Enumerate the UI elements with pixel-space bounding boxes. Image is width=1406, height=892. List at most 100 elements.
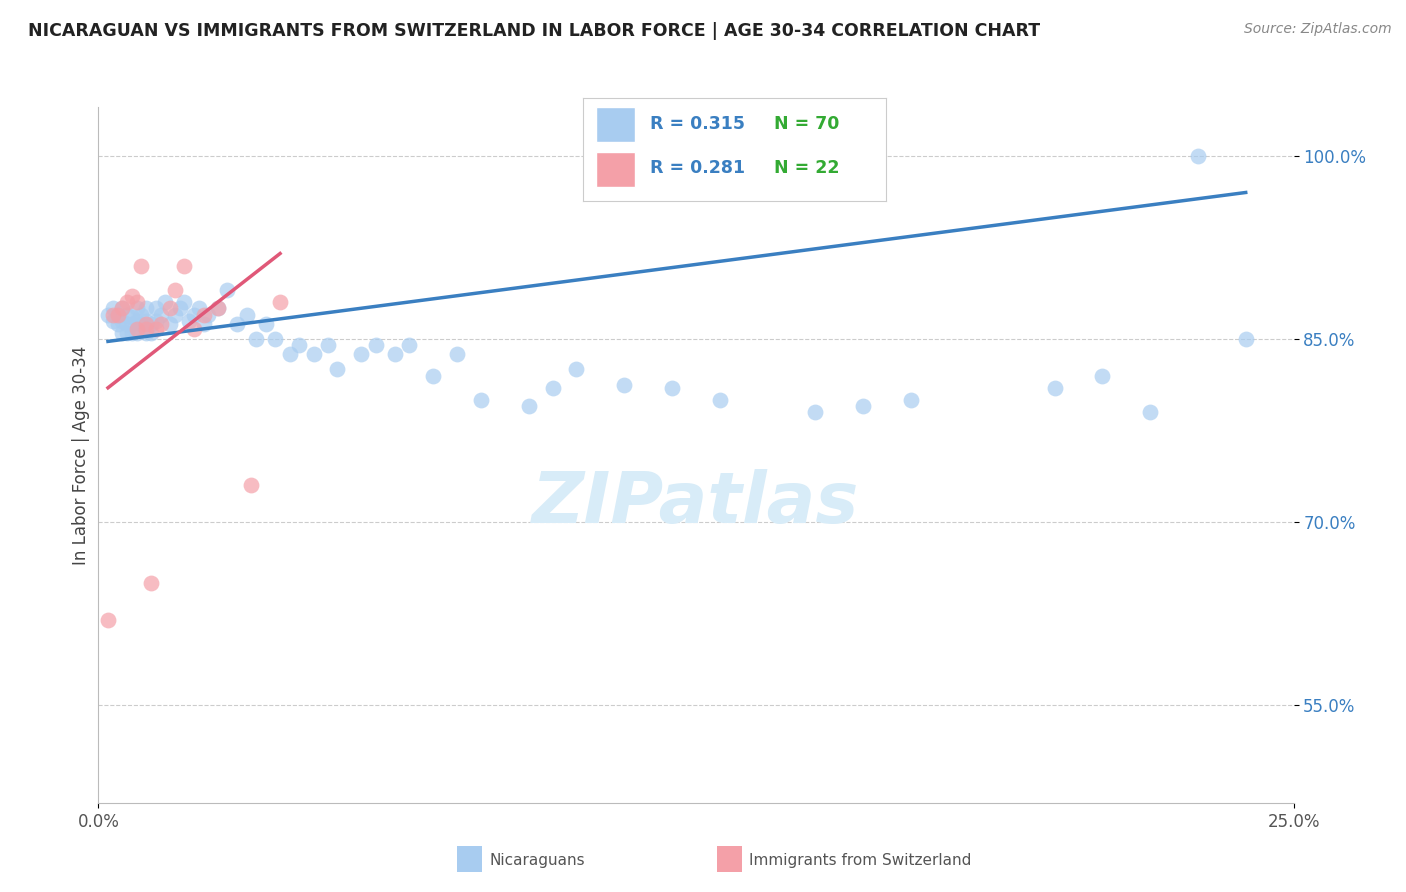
Point (149, 318, 172, 332)
Point (226, 318, 249, 332)
Point (163, 308, 186, 322)
Point (269, 295, 291, 310)
Point (278, 346, 301, 360)
Text: Nicaraguans: Nicaraguans (489, 854, 585, 868)
Point (97, 308, 120, 322)
Point (422, 368, 444, 383)
Point (135, 322, 157, 336)
Point (115, 308, 138, 322)
Point (1043, 381, 1066, 395)
Point (101, 301, 124, 316)
Point (145, 301, 167, 316)
Point (145, 322, 167, 336)
Point (125, 313, 148, 327)
Point (193, 318, 215, 332)
Point (101, 313, 124, 327)
Point (121, 289, 143, 303)
Point (384, 346, 406, 360)
Point (135, 318, 157, 332)
Point (709, 392, 731, 407)
Point (240, 478, 263, 492)
Point (125, 301, 148, 316)
Point (159, 301, 181, 316)
Text: N = 22: N = 22 (773, 160, 839, 178)
Point (326, 362, 349, 376)
Point (207, 301, 229, 316)
Point (173, 295, 195, 310)
Point (139, 326, 162, 340)
Point (302, 346, 325, 360)
Point (111, 301, 134, 316)
Point (139, 318, 162, 332)
Point (179, 313, 201, 327)
Point (1091, 368, 1114, 383)
Text: ZIPatlas: ZIPatlas (533, 469, 859, 538)
Point (207, 301, 229, 316)
Text: Source: ZipAtlas.com: Source: ZipAtlas.com (1244, 22, 1392, 37)
Point (125, 295, 148, 310)
Point (107, 318, 129, 332)
Point (1187, 149, 1209, 163)
Point (187, 301, 209, 316)
Point (97, 613, 120, 627)
Point (613, 378, 636, 392)
Point (145, 313, 167, 327)
Point (183, 308, 205, 322)
Point (159, 318, 181, 332)
Point (446, 346, 468, 360)
Point (121, 310, 143, 324)
Point (115, 318, 138, 332)
Point (398, 338, 420, 352)
Point (115, 326, 138, 340)
Text: NICARAGUAN VS IMMIGRANTS FROM SWITZERLAND IN LABOR FORCE | AGE 30-34 CORRELATION: NICARAGUAN VS IMMIGRANTS FROM SWITZERLAN… (28, 22, 1040, 40)
Point (517, 399, 540, 413)
Point (139, 576, 162, 591)
Point (111, 301, 134, 316)
Point (288, 338, 311, 352)
Point (245, 332, 267, 346)
Y-axis label: In Labor Force | Age 30-34: In Labor Force | Age 30-34 (72, 345, 90, 565)
Bar (596, 107, 636, 142)
Point (169, 301, 191, 316)
Point (1234, 332, 1257, 346)
Bar (596, 153, 636, 187)
Text: Immigrants from Switzerland: Immigrants from Switzerland (749, 854, 972, 868)
Point (470, 392, 492, 407)
Point (131, 308, 153, 322)
Point (135, 326, 157, 340)
Point (107, 308, 129, 322)
Point (107, 308, 129, 322)
Point (364, 338, 387, 352)
Point (115, 295, 138, 310)
Text: R = 0.281: R = 0.281 (650, 160, 745, 178)
Point (135, 301, 157, 316)
Point (131, 318, 153, 332)
Point (131, 259, 153, 273)
Point (1139, 405, 1161, 419)
Point (183, 322, 205, 336)
Point (541, 381, 564, 395)
Point (565, 362, 588, 376)
Point (217, 283, 239, 297)
Point (135, 313, 157, 327)
Point (101, 308, 124, 322)
Point (111, 313, 134, 327)
Point (125, 326, 148, 340)
Point (350, 346, 373, 360)
Point (661, 381, 683, 395)
Point (121, 326, 143, 340)
Point (852, 399, 875, 413)
Point (804, 405, 827, 419)
Text: N = 70: N = 70 (773, 115, 839, 133)
Point (125, 322, 148, 336)
Point (197, 308, 219, 322)
Point (193, 308, 215, 322)
Point (111, 326, 134, 340)
Point (316, 338, 339, 352)
Point (121, 318, 143, 332)
Point (900, 392, 922, 407)
Point (173, 259, 195, 273)
Point (155, 295, 177, 310)
Point (149, 308, 172, 322)
Point (163, 283, 186, 297)
